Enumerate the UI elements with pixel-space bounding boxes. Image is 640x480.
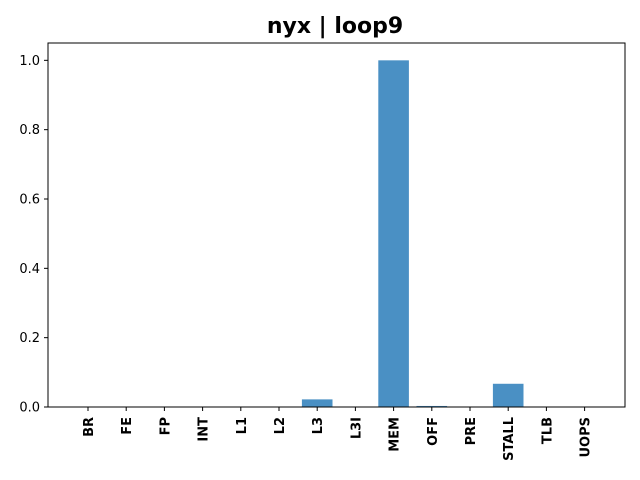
x-axis: BR FE FP INT L1 L2 L3 L3I MEM OFF PRE STALL TLB UOPS	[82, 407, 594, 461]
x-tick-label-stall: STALL	[502, 417, 517, 461]
y-tick-label: 0.8	[19, 123, 40, 138]
bar-stall	[492, 383, 524, 407]
x-tick-label-int: INT	[197, 417, 212, 442]
bar-l3	[301, 399, 333, 407]
chart-title: nyx | loop9	[267, 14, 403, 39]
bar-mem	[378, 60, 409, 407]
y-tick-label: 0.6	[19, 193, 40, 208]
axes-frame	[47, 42, 626, 408]
x-tick-label-fe: FE	[120, 417, 135, 435]
x-tick-label-fp: FP	[158, 417, 173, 435]
bars-group	[301, 60, 524, 407]
x-tick-label-l3i: L3I	[349, 417, 364, 439]
x-tick-label-l3: L3	[311, 417, 326, 434]
y-tick-label: 0.0	[19, 401, 40, 416]
x-tick-label-tlb: TLB	[540, 417, 555, 444]
x-tick-label-off: OFF	[426, 417, 441, 446]
y-tick-label: 0.2	[19, 331, 40, 346]
x-tick-label-br: BR	[82, 417, 97, 437]
x-tick-label-uops: UOPS	[579, 417, 594, 458]
y-axis: 0.0 0.2 0.4 0.6 0.8 1.0	[19, 54, 48, 416]
x-tick-label-l1: L1	[235, 417, 250, 434]
y-tick-label: 1.0	[19, 54, 40, 69]
y-tick-label: 0.4	[19, 262, 40, 277]
bar-off	[416, 405, 448, 407]
x-tick-label-l2: L2	[273, 417, 288, 434]
x-tick-label-mem: MEM	[388, 417, 403, 452]
x-tick-label-pre: PRE	[464, 417, 479, 445]
